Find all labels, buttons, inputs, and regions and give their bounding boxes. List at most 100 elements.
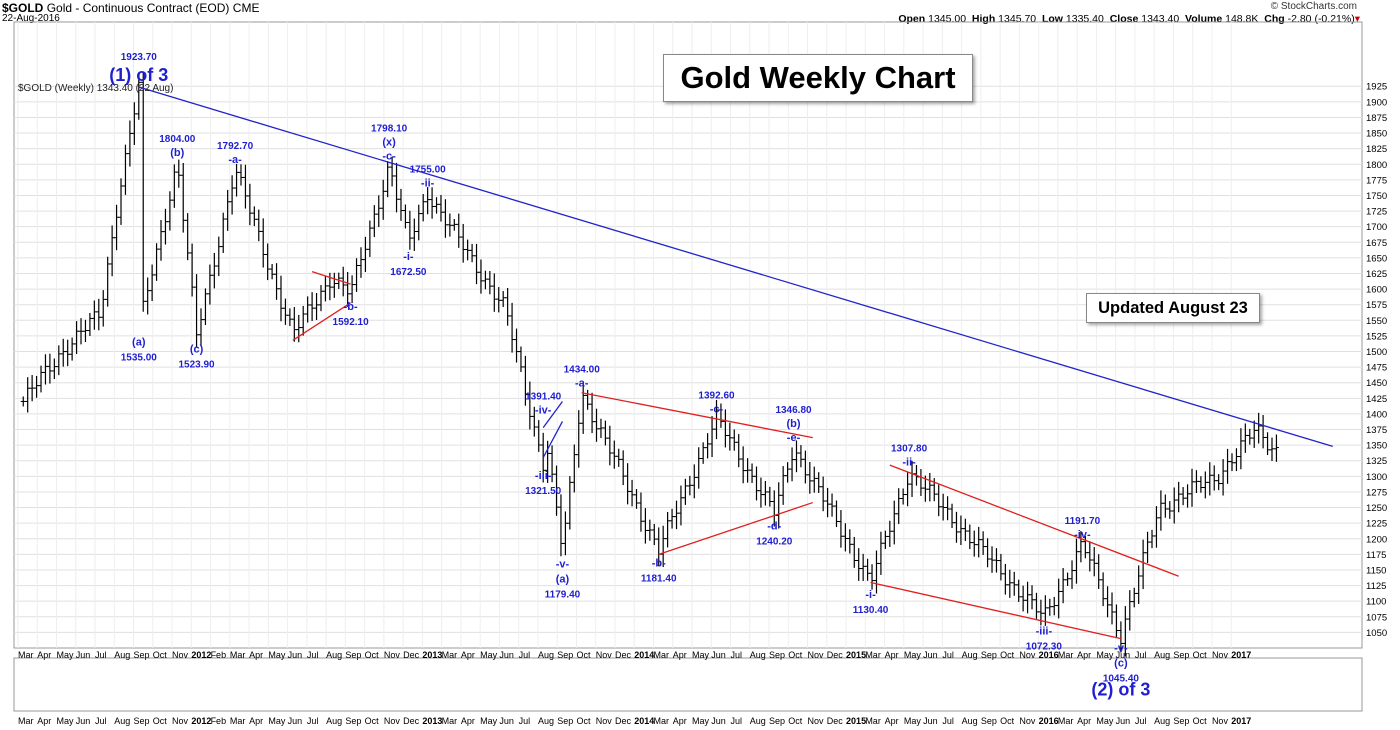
x-tick-label: Oct <box>1193 650 1208 660</box>
blue-trendline <box>138 86 1333 448</box>
x-tick-label: Jul <box>942 716 954 726</box>
x-tick-label: Dec <box>615 716 632 726</box>
wave-price-label: 1346.80 <box>775 405 812 416</box>
x-tick-label: 2016 <box>1039 716 1059 726</box>
wave-price-label: 1755.00 <box>410 164 447 175</box>
x-tick-label: Mar <box>442 650 458 660</box>
x-tick-label: Aug <box>114 650 130 660</box>
x-tick-label: 2014 <box>634 716 654 726</box>
x-tick-label: Aug <box>538 650 554 660</box>
wave-price-label: 1592.10 <box>333 317 370 328</box>
wave-label: -a- <box>228 154 242 166</box>
x-tick-label: Jul <box>942 650 954 660</box>
x-tick-label: Apr <box>461 716 475 726</box>
x-tick-label: Mar <box>18 716 34 726</box>
wave-price-label: 1535.00 <box>121 353 158 364</box>
x-tick-label: Nov <box>1212 716 1229 726</box>
wave-price-label: 1072.30 <box>1026 641 1063 652</box>
chart-legend: $GOLD (Weekly) 1343.40 (22 Aug) <box>18 83 173 94</box>
x-tick-label: Mar <box>865 716 881 726</box>
y-tick-label: 1100 <box>1366 597 1386 608</box>
legend-text: $GOLD (Weekly) 1343.40 (22 Aug) <box>18 83 174 94</box>
x-tick-label: Sep <box>345 716 361 726</box>
x-tick-label: Jul <box>307 650 319 660</box>
x-tick-label: Aug <box>326 716 342 726</box>
credit-text: © StockCharts.com <box>1270 1 1357 12</box>
y-tick-label: 1875 <box>1366 113 1387 124</box>
x-tick-label: Feb <box>211 650 227 660</box>
wave-price-label: 1307.80 <box>891 443 928 454</box>
x-tick-label: Mar <box>230 716 246 726</box>
x-tick-label: 2017 <box>1231 716 1251 726</box>
x-tick-label: Jul <box>519 650 531 660</box>
x-tick-label: Sep <box>1173 716 1189 726</box>
wave-degree-label: (1) of 3 <box>109 65 168 85</box>
x-tick-label: Nov <box>172 716 189 726</box>
blue-trendline <box>542 421 564 458</box>
x-tick-label: Oct <box>788 716 803 726</box>
y-tick-label: 1275 <box>1366 487 1387 498</box>
x-tick-label: Nov <box>808 716 825 726</box>
x-tick-label: Jun <box>1116 716 1131 726</box>
x-tick-label: Dec <box>615 650 632 660</box>
x-tick-label: Jun <box>76 650 91 660</box>
red-trendline <box>889 464 1179 577</box>
x-tick-label: 2013 <box>422 650 442 660</box>
x-tick-label: Jul <box>1135 716 1147 726</box>
red-trendline <box>870 581 1122 640</box>
x-tick-label: Aug <box>538 716 554 726</box>
x-tick-label: May <box>268 650 286 660</box>
x-tick-label: Apr <box>249 650 263 660</box>
x-tick-label: Sep <box>134 650 150 660</box>
y-tick-label: 1250 <box>1366 503 1387 514</box>
wave-label: (c) <box>190 344 204 356</box>
x-tick-label: Mar <box>230 650 246 660</box>
wave-label: -ii- <box>902 456 916 468</box>
x-tick-label: Oct <box>365 716 380 726</box>
x-tick-label: May <box>480 716 498 726</box>
x-tick-label: May <box>1096 716 1114 726</box>
x-tick-label: Jul <box>95 716 107 726</box>
x-tick-label: Apr <box>1077 716 1091 726</box>
x-tick-label: Jul <box>731 716 743 726</box>
x-tick-label: Oct <box>1193 716 1208 726</box>
y-tick-label: 1175 <box>1366 550 1386 561</box>
wave-price-label: 1391.40 <box>525 391 562 402</box>
x-tick-label: Mar <box>18 650 34 660</box>
x-tick-label: May <box>480 650 498 660</box>
red-trendline <box>581 392 813 439</box>
chart-symbol-header: $GOLD Gold - Continuous Contract (EOD) C… <box>2 1 259 15</box>
red-trendline <box>658 501 813 555</box>
y-tick-label: 1450 <box>1366 378 1387 389</box>
x-tick-label: Nov <box>1019 650 1036 660</box>
chg-down-arrow-icon: ▾ <box>1354 13 1360 25</box>
wave-price-label: 1798.10 <box>371 123 408 134</box>
y-tick-label: 1500 <box>1366 347 1387 358</box>
wave-label: -iii- <box>535 470 552 482</box>
wave-label: -i- <box>865 589 876 601</box>
chart-title-box: Gold Weekly Chart <box>663 54 973 102</box>
y-tick-label: 1575 <box>1366 300 1387 311</box>
wave-label: -i- <box>403 251 414 263</box>
y-tick-label: 1750 <box>1366 191 1387 202</box>
wave-label: -v- <box>1114 642 1128 654</box>
y-tick-label: 1200 <box>1366 534 1387 545</box>
x-tick-label: Jun <box>1116 650 1131 660</box>
symbol-name: Gold - Continuous Contract (EOD) <box>46 1 230 15</box>
x-tick-label: May <box>57 650 75 660</box>
y-tick-label: 1525 <box>1366 331 1387 342</box>
y-tick-label: 1625 <box>1366 269 1387 280</box>
x-tick-label: Mar <box>1058 650 1074 660</box>
wave-label: -b- <box>344 301 358 313</box>
red-trendline <box>292 302 351 341</box>
x-tick-label: Dec <box>403 716 420 726</box>
x-tick-label: Nov <box>384 650 401 660</box>
x-tick-label: Sep <box>345 650 361 660</box>
x-tick-label: Sep <box>981 716 997 726</box>
x-tick-label: Oct <box>153 716 168 726</box>
y-tick-label: 1775 <box>1366 175 1387 186</box>
wave-degree-label: (2) of 3 <box>1091 679 1150 699</box>
x-tick-label: 2016 <box>1039 650 1059 660</box>
x-tick-label: Jul <box>95 650 107 660</box>
